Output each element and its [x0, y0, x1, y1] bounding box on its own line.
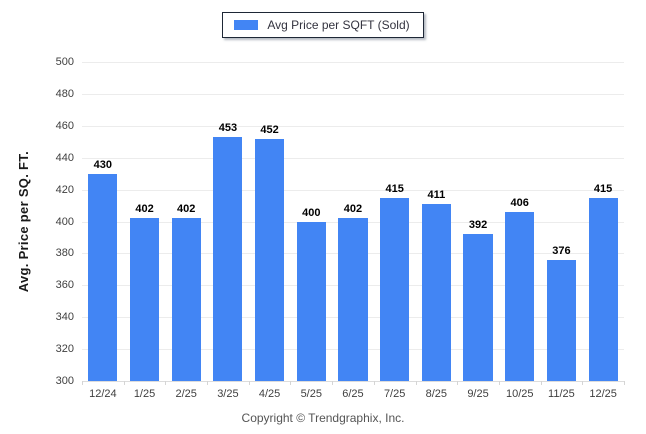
bar-group: 400 — [290, 62, 332, 381]
y-tick-label: 380 — [55, 247, 74, 260]
gridline — [82, 189, 624, 191]
x-axis-label: 8/25 — [425, 388, 448, 400]
x-tick-mark — [415, 381, 417, 385]
bar-value-label: 452 — [260, 123, 279, 136]
x-tick-mark — [290, 381, 292, 385]
bar-value-label: 402 — [177, 203, 196, 216]
x-tick-mark — [498, 381, 500, 385]
bar-value-label: 411 — [427, 188, 446, 201]
legend-box: Avg Price per SQFT (Sold) — [222, 12, 424, 38]
bar — [546, 259, 576, 381]
x-tick-mark — [332, 381, 334, 385]
bar-value-label: 415 — [385, 182, 404, 195]
gridline — [82, 125, 624, 127]
bar-value-label: 392 — [468, 219, 488, 232]
x-axis-label: 4/25 — [258, 388, 281, 400]
bar — [296, 221, 326, 381]
x-tick-mark — [82, 381, 83, 385]
x-axis-label: 5/25 — [300, 388, 322, 400]
x-tick-mark — [582, 381, 584, 385]
bar-value-label: 430 — [93, 158, 113, 171]
x-tick-mark — [373, 381, 375, 385]
bar-group: 453 — [207, 62, 249, 381]
x-tick-mark — [624, 381, 625, 385]
x-axis-labels: 12/24 1/25 2/25 3/25 4/25 5/25 6/25 7/25 8/25 9/2… — [82, 382, 624, 400]
bar-group: 376 — [541, 62, 583, 381]
x-tick-mark — [123, 381, 125, 385]
x-axis-label: 1/25 — [133, 388, 156, 400]
x-axis-label: 11/25 — [548, 388, 575, 400]
bar — [255, 138, 285, 381]
y-tick-label: 420 — [55, 183, 74, 196]
bar — [129, 218, 160, 381]
y-tick-label: 340 — [55, 311, 74, 324]
copyright-text: Copyright © Trendgraphix, Inc. — [241, 411, 405, 425]
gridline — [82, 93, 624, 95]
bar-group: 402 — [124, 62, 166, 381]
bar-value-label: 453 — [218, 121, 238, 134]
bar-value-label: 406 — [510, 196, 529, 209]
x-axis-label: 12/25 — [589, 388, 617, 400]
gridline — [82, 157, 624, 159]
bar — [505, 211, 535, 381]
y-tick-label: 360 — [55, 279, 74, 292]
x-axis-label: 3/25 — [217, 388, 239, 400]
bar-group: 392 — [457, 62, 499, 381]
x-tick-mark — [540, 381, 542, 385]
x-axis-label: 10/25 — [505, 388, 534, 400]
plot-column: 500 480 460 440 420 400 380 360 340 320 300 430 402 4… — [56, 56, 625, 400]
bar-group: 430 — [82, 62, 124, 381]
bar-group: 402 — [332, 62, 374, 381]
chart-area: Avg. Price per SQ. FT. 500 480 460 440 420 40… — [0, 56, 646, 400]
y-tick-label: 460 — [55, 119, 74, 132]
plot-area: 500 480 460 440 420 400 380 360 340 320 300 430 402 4… — [56, 56, 625, 387]
x-tick-mark — [457, 381, 459, 385]
x-tick-mark — [207, 381, 209, 385]
bar-value-label: 400 — [302, 206, 321, 219]
legend-swatch-icon — [234, 20, 259, 30]
bar-group: 406 — [499, 62, 541, 381]
x-axis-label: 2/25 — [175, 388, 197, 400]
y-tick-label: 480 — [55, 87, 74, 100]
y-tick-label: 320 — [55, 343, 74, 356]
bar-group: 452 — [249, 62, 291, 381]
y-tick-label: 440 — [55, 151, 74, 164]
gridline — [82, 62, 624, 63]
bar-value-label: 402 — [343, 203, 363, 216]
y-axis-title-column: Avg. Price per SQ. FT. — [0, 62, 46, 382]
bar-group: 415 — [374, 62, 416, 381]
bar-value-label: 402 — [135, 203, 154, 216]
bar — [213, 136, 243, 381]
bar — [88, 173, 118, 381]
bar — [463, 234, 493, 381]
bar — [588, 197, 618, 381]
x-axis-label: 12/24 — [89, 388, 117, 400]
x-axis-label: 9/25 — [467, 388, 489, 400]
bar-group: 402 — [165, 62, 207, 381]
legend-label: Avg Price per SQFT (Sold) — [267, 18, 410, 32]
bar — [421, 203, 451, 381]
bar — [171, 218, 201, 381]
y-axis-title: Avg. Price per SQ. FT. — [15, 151, 31, 293]
legend-container: Avg Price per SQFT (Sold) — [0, 0, 646, 38]
x-tick-mark — [165, 381, 167, 385]
y-tick-label: 400 — [55, 215, 74, 228]
bar-group: 411 — [416, 62, 458, 381]
y-tick-label: 300 — [55, 375, 74, 387]
bar — [338, 218, 368, 381]
bar-value-label: 415 — [593, 182, 613, 195]
y-tick-label: 500 — [55, 56, 74, 68]
x-axis-label: 6/25 — [342, 388, 364, 400]
x-tick-mark — [248, 381, 250, 385]
x-axis-label: 7/25 — [383, 388, 406, 400]
bars-container: 430 402 402 453 452 400 402 415 411 392 406 376 415 — [82, 62, 624, 381]
bar-group: 415 — [582, 62, 624, 381]
bar — [380, 197, 410, 381]
bar-value-label: 376 — [552, 244, 571, 257]
